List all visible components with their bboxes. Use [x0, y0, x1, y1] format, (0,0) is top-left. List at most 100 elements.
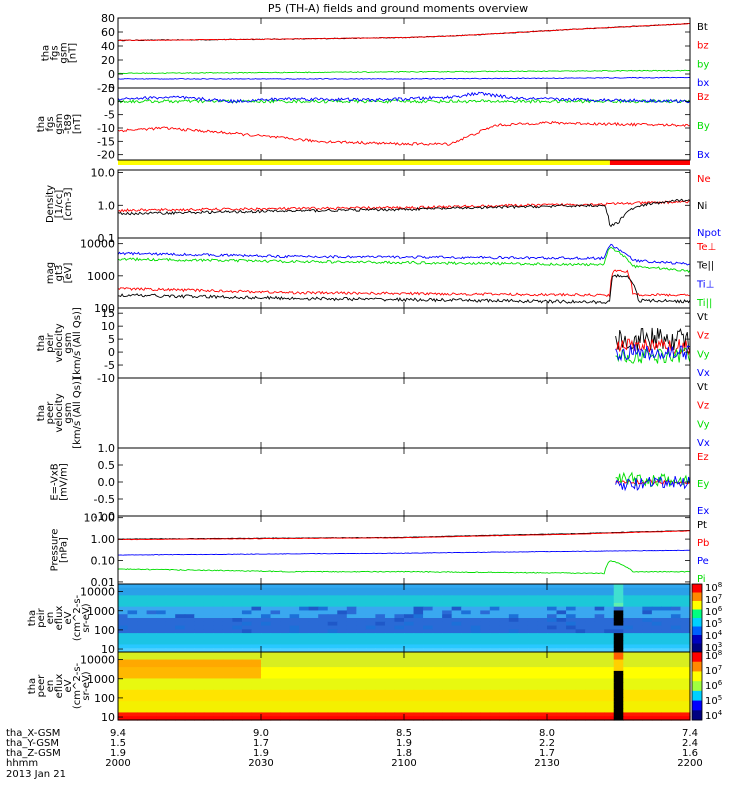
heatmap-cell: [623, 712, 634, 717]
heatmap-cell: [127, 693, 138, 698]
heatmap-cell: [261, 682, 272, 687]
heatmap-cell: [337, 640, 348, 646]
heatmap-cell: [337, 614, 348, 619]
heatmap-cell: [651, 599, 662, 604]
heatmap-cell: [566, 621, 577, 627]
heatmap-cell: [232, 621, 243, 627]
heatmap-cell: [537, 682, 548, 687]
heatmap-cell: [470, 625, 481, 630]
heatmap-cell: [346, 648, 357, 653]
x-tick-label: 2000: [105, 758, 130, 769]
heatmap-cell: [461, 610, 472, 615]
heatmap-cell: [442, 693, 453, 698]
heatmap-cell: [327, 602, 338, 608]
heatmap-cell: [432, 663, 443, 668]
heatmap-cell: [518, 591, 529, 596]
heatmap-cell: [480, 701, 491, 706]
heatmap-cell: [461, 708, 472, 714]
heatmap-cell: [337, 663, 348, 668]
heatmap-cell: [604, 708, 615, 714]
series-line-bx: [118, 76, 691, 80]
heatmap-cell: [146, 636, 157, 642]
colorbar-segment: [692, 681, 702, 692]
heatmap-cell: [613, 670, 624, 676]
heatmap-cell: [680, 655, 691, 661]
heatmap-cell: [318, 693, 329, 698]
heatmap-cell: [327, 670, 338, 676]
heatmap-cell: [165, 587, 176, 593]
heatmap-cell: [432, 629, 443, 634]
colorbar-segment: [692, 635, 702, 644]
heatmap-cell: [508, 587, 519, 593]
heatmap-cell: [489, 584, 500, 589]
heatmap-cell: [308, 648, 319, 653]
heatmap-cell: [299, 693, 310, 698]
heatmap-cell: [280, 606, 291, 612]
heatmap-cell: [632, 636, 643, 642]
heatmap-cell: [556, 674, 567, 680]
heatmap-cell: [413, 606, 424, 612]
heatmap-cell: [642, 693, 653, 698]
heatmap-cell: [118, 599, 129, 604]
heatmap-cell: [184, 659, 195, 664]
heatmap-cell: [146, 682, 157, 687]
colorbar-segment: [692, 710, 702, 721]
heatmap-cell: [346, 644, 357, 649]
heatmap-cell: [251, 587, 262, 593]
heatmap-cell: [394, 704, 405, 710]
heatmap-cell: [547, 693, 558, 698]
heatmap-cell: [642, 595, 653, 600]
heatmap-cell: [241, 610, 253, 615]
heatmap-cell: [470, 584, 481, 589]
heatmap-cell: [241, 602, 253, 608]
heatmap-cell: [442, 587, 453, 593]
heatmap-cell: [299, 704, 310, 710]
heatmap-cell: [461, 602, 472, 608]
colorbar-segment: [692, 690, 702, 702]
y-tick-label: 100: [94, 624, 115, 637]
heatmap-cell: [146, 674, 157, 680]
heatmap-cell: [165, 704, 176, 710]
heatmap-cell: [508, 670, 519, 676]
heatmap-cell: [632, 595, 643, 600]
heatmap-cell: [203, 704, 214, 710]
y-axis-label: peir: [45, 332, 56, 352]
heatmap-cell: [346, 587, 357, 593]
heatmap-cell: [623, 625, 634, 630]
heatmap-cell: [251, 670, 262, 676]
heatmap-cell: [489, 716, 500, 721]
heatmap-cell: [137, 655, 148, 661]
heatmap-cell: [442, 602, 453, 608]
heatmap-cell: [280, 670, 291, 676]
heatmap-cell: [680, 678, 691, 683]
heatmap-cell: [537, 686, 548, 691]
heatmap-cell: [337, 712, 348, 717]
heatmap-cell: [404, 602, 415, 608]
heatmap-cell: [251, 704, 262, 710]
heatmap-cell: [270, 697, 281, 702]
heatmap-cell: [508, 644, 519, 649]
heatmap-cell: [470, 652, 481, 657]
heatmap-cell: [470, 693, 481, 698]
heatmap-cell: [213, 674, 224, 680]
y-tick-label: 0.01: [91, 576, 116, 589]
heatmap-cell: [623, 599, 634, 604]
heatmap-cell: [432, 655, 443, 661]
heatmap-cell: [346, 636, 357, 642]
heatmap-cell: [651, 606, 662, 612]
heatmap-cell: [537, 633, 548, 638]
heatmap-cell: [308, 633, 319, 638]
x-tick-label: 1.7: [253, 738, 269, 749]
heatmap-cell: [308, 602, 319, 608]
y-tick-label: 15: [101, 307, 115, 320]
heatmap-cell: [241, 618, 253, 623]
heatmap-cell: [594, 599, 605, 604]
heatmap-cell: [604, 689, 615, 695]
heatmap-cell: [508, 614, 519, 619]
heatmap-cell: [661, 587, 672, 593]
heatmap-cell: [165, 708, 176, 714]
heatmap-cell: [356, 712, 367, 717]
heatmap-cell: [127, 614, 138, 619]
heatmap-cell: [356, 599, 367, 604]
series-line-bx: [117, 91, 691, 104]
